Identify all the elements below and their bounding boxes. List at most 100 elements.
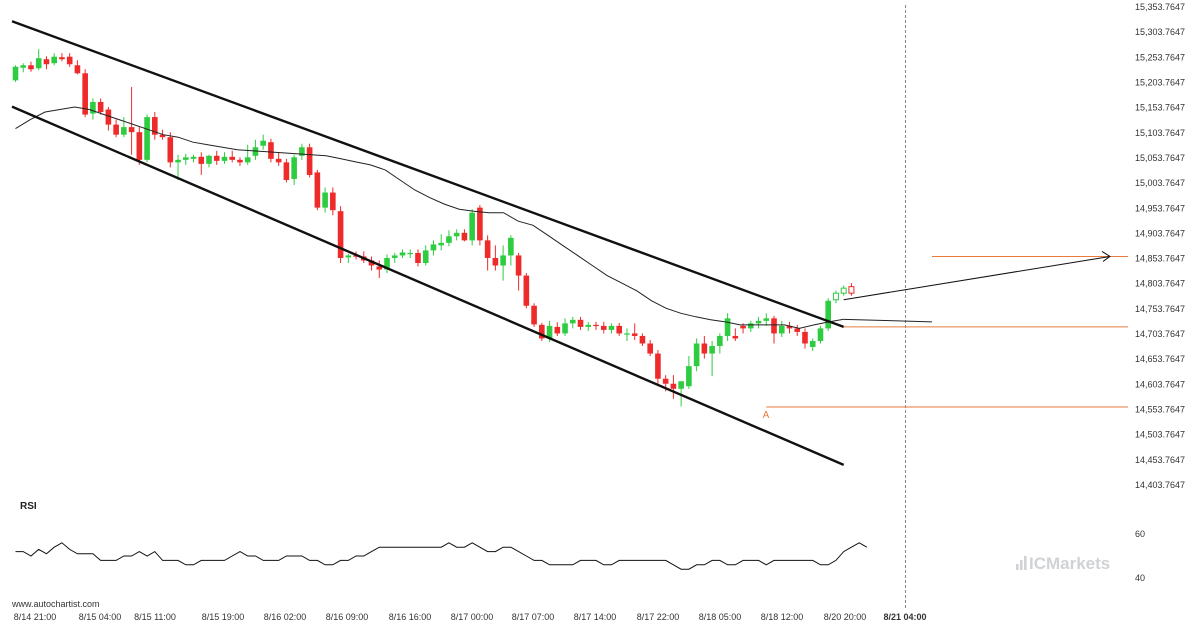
axes: 15,353.7647 15,303.7647 15,253.7647 15,203.… (14, 2, 1185, 622)
candle (639, 333, 646, 347)
candle-body (740, 325, 746, 329)
candle-body (515, 255, 522, 276)
candle (345, 253, 352, 263)
candle (35, 49, 42, 71)
candle-body (430, 244, 437, 251)
candle (59, 53, 65, 62)
rsi-tick-label: 60 (1135, 529, 1145, 539)
candle-body (260, 140, 266, 146)
candle (144, 114, 150, 163)
candle-body (206, 155, 212, 164)
candle (461, 229, 468, 242)
candle (291, 154, 297, 185)
y-tick-label: 14,953.7647 (1135, 203, 1185, 213)
overlays: A (11, 20, 1128, 467)
pattern-point-label: A (763, 410, 770, 421)
candle-body (152, 117, 158, 135)
candle (306, 143, 313, 178)
candle-body (585, 324, 592, 327)
candle-body (59, 57, 65, 60)
y-tick-label: 14,903.7647 (1135, 228, 1185, 238)
x-tick-label: 8/17 14:00 (574, 612, 617, 622)
candle (121, 117, 127, 138)
candle-body (368, 260, 375, 266)
candle (825, 298, 831, 331)
candle-body (670, 383, 677, 389)
candle (554, 322, 561, 336)
candle (523, 273, 530, 309)
candle (709, 340, 715, 377)
candle-body (701, 343, 708, 354)
moving-average-line (15, 106, 844, 329)
y-tick-label: 14,603.7647 (1135, 379, 1185, 389)
y-tick-label: 14,503.7647 (1135, 430, 1185, 440)
candle (763, 313, 770, 326)
candle-body (717, 335, 723, 347)
candle-body (90, 101, 96, 114)
candle (206, 154, 212, 168)
candle (221, 152, 228, 164)
candle (686, 356, 692, 389)
candle (213, 150, 220, 165)
candle-body (330, 192, 336, 211)
candle (446, 230, 452, 247)
candle-body (221, 156, 228, 161)
candle-body (275, 158, 282, 163)
candle (260, 134, 266, 150)
candle (198, 152, 205, 175)
logo-bar (1020, 560, 1023, 570)
candle (515, 252, 522, 291)
candle-body (229, 156, 236, 160)
x-tick-label: 8/17 07:00 (512, 612, 555, 622)
rsi-line (15, 542, 868, 570)
rsi-title: RSI (20, 501, 37, 512)
y-tick-label: 15,253.7647 (1135, 52, 1185, 62)
candle-body (105, 109, 112, 125)
candle-body (624, 333, 630, 335)
channel-lower-line (11, 105, 845, 467)
candle-body (43, 59, 50, 65)
y-tick-label: 14,653.7647 (1135, 354, 1185, 364)
candle (244, 144, 251, 165)
candle-body (182, 157, 189, 160)
candle-body (693, 343, 700, 367)
candle-body (848, 286, 855, 294)
candle (237, 157, 243, 166)
candle (407, 249, 414, 258)
candle (469, 209, 475, 246)
y-tick-label: 14,553.7647 (1135, 405, 1185, 415)
candle (330, 187, 336, 216)
candle-body (252, 147, 259, 156)
candle-body (794, 328, 801, 332)
candle (778, 320, 785, 337)
candle (28, 61, 34, 72)
candle-body (136, 132, 143, 160)
candle-body (709, 346, 715, 354)
candle-body (175, 159, 181, 163)
candle-body (809, 340, 816, 348)
candle (136, 127, 143, 165)
candle-body (508, 237, 514, 256)
candle-body (678, 381, 684, 389)
candle (562, 318, 568, 336)
candle (128, 86, 135, 155)
candle (167, 132, 174, 168)
projection-arrowhead (1101, 251, 1111, 262)
candle-body (686, 366, 692, 387)
candle-body (616, 325, 623, 334)
x-tick-label: 8/18 12:00 (761, 612, 804, 622)
candle (368, 256, 375, 271)
candle (105, 107, 112, 131)
candle-body (469, 212, 475, 241)
x-tick-label: 8/15 04:00 (79, 612, 122, 622)
candle (74, 60, 81, 75)
x-tick-label: 8/16 09:00 (326, 612, 369, 622)
candle (391, 252, 398, 263)
channel-upper-line (11, 20, 845, 329)
y-tick-label: 14,703.7647 (1135, 329, 1185, 339)
candle-body (391, 255, 398, 258)
candle-body (399, 252, 406, 256)
candles (12, 49, 855, 407)
candle-body (593, 324, 599, 327)
candle-body (639, 335, 646, 344)
